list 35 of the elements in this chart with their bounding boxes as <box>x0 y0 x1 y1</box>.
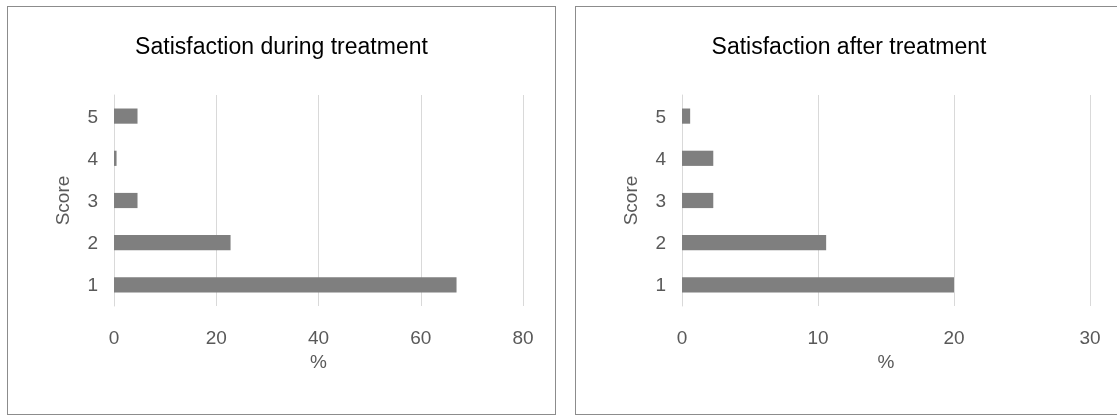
bar <box>682 150 714 166</box>
bar <box>114 235 231 251</box>
y-tick-label: 1 <box>87 274 98 296</box>
x-tick-label: 40 <box>307 327 330 348</box>
x-tick-label: 0 <box>676 327 688 348</box>
x-axis-title: % <box>310 350 328 372</box>
chart-title: Satisfaction during treatment <box>135 32 429 59</box>
y-tick-label: 4 <box>655 147 667 169</box>
x-tick-label: 30 <box>1079 327 1101 348</box>
x-axis-title: % <box>877 350 895 372</box>
y-tick-label: 5 <box>87 105 98 127</box>
x-tick-label: 0 <box>108 327 120 348</box>
y-tick-label: 2 <box>87 232 98 254</box>
bar <box>114 192 138 209</box>
y-tick-label: 3 <box>87 190 98 211</box>
bar <box>682 235 827 251</box>
y-axis-title: Score <box>620 175 641 226</box>
bar <box>114 277 457 293</box>
y-tick-label: 4 <box>87 147 99 169</box>
y-tick-label: 1 <box>655 274 666 296</box>
y-tick-label: 2 <box>655 232 666 254</box>
x-tick-label: 10 <box>807 327 829 348</box>
bar <box>114 108 138 124</box>
y-axis-title: Score <box>52 175 73 226</box>
chart-title: Satisfaction after treatment <box>711 32 988 59</box>
y-tick-label: 5 <box>655 105 666 127</box>
bar <box>682 192 714 209</box>
x-tick-label: 60 <box>410 327 432 348</box>
x-tick-label: 20 <box>205 327 227 348</box>
bar <box>682 108 691 124</box>
y-tick-label: 3 <box>655 190 666 211</box>
x-tick-label: 80 <box>512 327 534 348</box>
bar <box>114 150 117 166</box>
x-tick-label: 20 <box>943 327 965 348</box>
bar <box>682 277 954 293</box>
